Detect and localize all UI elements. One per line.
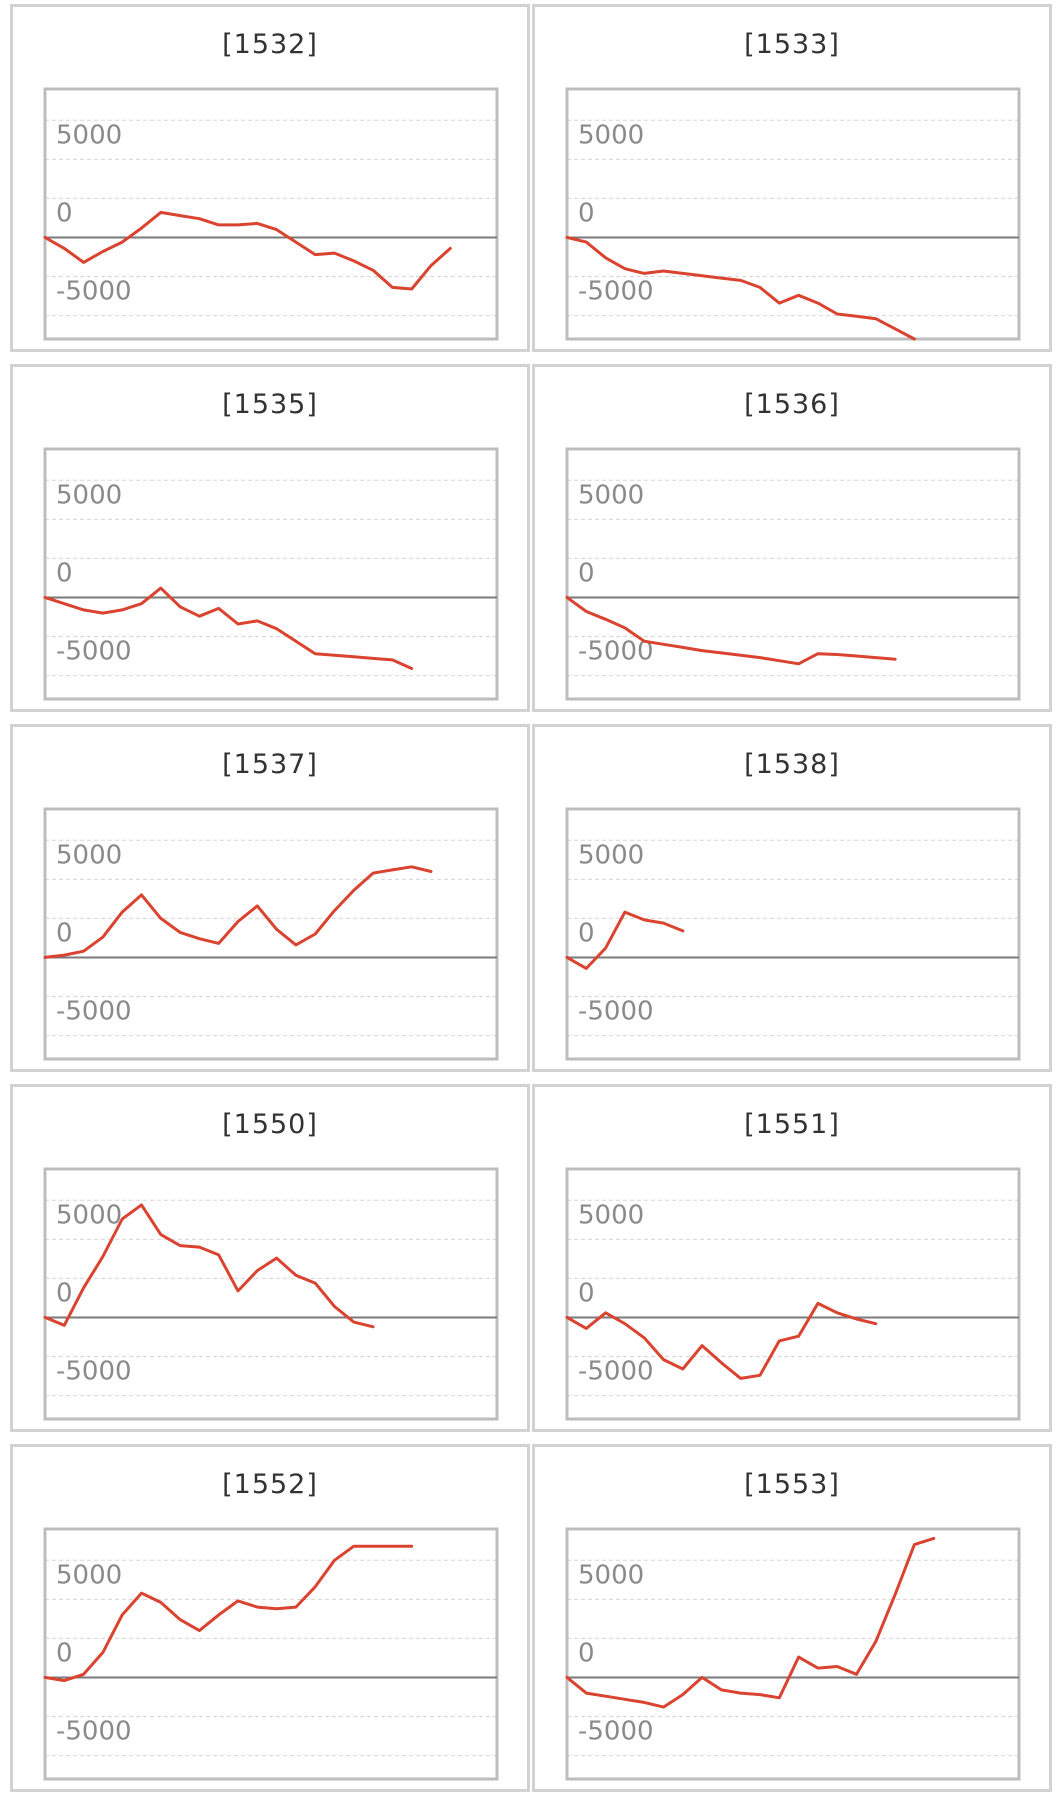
line-chart: 5000 0 -5000 (43, 807, 499, 1061)
chart-title: [1553] (744, 1469, 840, 1500)
line-chart: 5000 0 -5000 (565, 1527, 1021, 1781)
chart-title: [1552] (222, 1469, 318, 1500)
series-line (565, 910, 685, 970)
plot-frame (43, 1527, 499, 1781)
y-tick-label: -5000 (56, 277, 132, 307)
line-chart: 5000 0 -5000 (43, 87, 499, 341)
series-line (43, 865, 433, 959)
chart-title: [1536] (744, 389, 840, 420)
chart-title: [1538] (744, 749, 840, 780)
series-line (43, 586, 414, 670)
y-tick-label: 0 (578, 918, 595, 948)
y-tick-label: -5000 (56, 1717, 132, 1747)
y-tick-label: -5000 (56, 637, 132, 667)
line-chart: 5000 0 -5000 (43, 447, 499, 701)
y-tick-label: 5000 (578, 120, 644, 150)
y-tick-label: 0 (56, 558, 73, 588)
series-line (565, 1536, 936, 1709)
chart-title: [1535] (222, 389, 318, 420)
chart-title: [1532] (222, 29, 318, 60)
series-line (565, 235, 916, 341)
y-tick-label: -5000 (578, 277, 654, 307)
series-line (43, 210, 452, 291)
chart-panel: [1532] 5000 0 -5000 (10, 4, 530, 352)
chart-panel: [1551] 5000 0 -5000 (532, 1084, 1052, 1432)
plot-frame (43, 447, 499, 701)
y-tick-label: 0 (578, 198, 595, 228)
chart-title: [1537] (222, 749, 318, 780)
y-tick-label: -5000 (578, 637, 654, 667)
y-tick-label: 5000 (578, 1200, 644, 1230)
plot-frame (565, 1167, 1021, 1421)
line-chart: 5000 0 -5000 (43, 1167, 499, 1421)
y-tick-label: 0 (56, 1638, 73, 1668)
series-line (43, 1544, 414, 1683)
line-chart: 5000 0 -5000 (43, 1527, 499, 1781)
line-chart: 5000 0 -5000 (565, 807, 1021, 1061)
y-tick-label: 5000 (578, 480, 644, 510)
series-line (43, 1203, 375, 1329)
y-tick-label: -5000 (578, 1717, 654, 1747)
y-tick-label: 0 (56, 1278, 73, 1308)
chart-title: [1533] (744, 29, 840, 60)
y-tick-label: 5000 (578, 840, 644, 870)
y-tick-label: 0 (56, 198, 73, 228)
y-tick-label: 5000 (578, 1560, 644, 1590)
y-tick-label: 0 (578, 1638, 595, 1668)
y-tick-label: 5000 (56, 1560, 122, 1590)
chart-panel: [1552] 5000 0 -5000 (10, 1444, 530, 1792)
plot-frame (43, 807, 499, 1061)
y-tick-label: 0 (56, 918, 73, 948)
y-tick-label: 5000 (56, 120, 122, 150)
chart-title: [1551] (744, 1109, 840, 1140)
plot-frame (565, 1527, 1021, 1781)
plot-frame (565, 87, 1021, 341)
line-chart: 5000 0 -5000 (565, 447, 1021, 701)
chart-panel: [1537] 5000 0 -5000 (10, 724, 530, 1072)
line-chart: 5000 0 -5000 (565, 1167, 1021, 1421)
plot-frame (43, 87, 499, 341)
y-tick-label: 0 (578, 558, 595, 588)
y-tick-label: -5000 (578, 1357, 654, 1387)
chart-title: [1550] (222, 1109, 318, 1140)
chart-panel: [1533] 5000 0 -5000 (532, 4, 1052, 352)
y-tick-label: -5000 (578, 997, 654, 1027)
y-tick-label: 5000 (56, 1200, 122, 1230)
plot-frame (565, 447, 1021, 701)
y-tick-label: 5000 (56, 480, 122, 510)
y-tick-label: 0 (578, 1278, 595, 1308)
chart-panel: [1550] 5000 0 -5000 (10, 1084, 530, 1432)
series-line (565, 595, 897, 666)
plot-frame (43, 1167, 499, 1421)
y-tick-label: -5000 (56, 997, 132, 1027)
chart-panel: [1535] 5000 0 -5000 (10, 364, 530, 712)
line-chart: 5000 0 -5000 (565, 87, 1021, 341)
chart-panel: [1538] 5000 0 -5000 (532, 724, 1052, 1072)
y-tick-label: 5000 (56, 840, 122, 870)
chart-panel: [1536] 5000 0 -5000 (532, 364, 1052, 712)
chart-panel: [1553] 5000 0 -5000 (532, 1444, 1052, 1792)
y-tick-label: -5000 (56, 1357, 132, 1387)
series-line (565, 1301, 878, 1380)
plot-frame (565, 807, 1021, 1061)
